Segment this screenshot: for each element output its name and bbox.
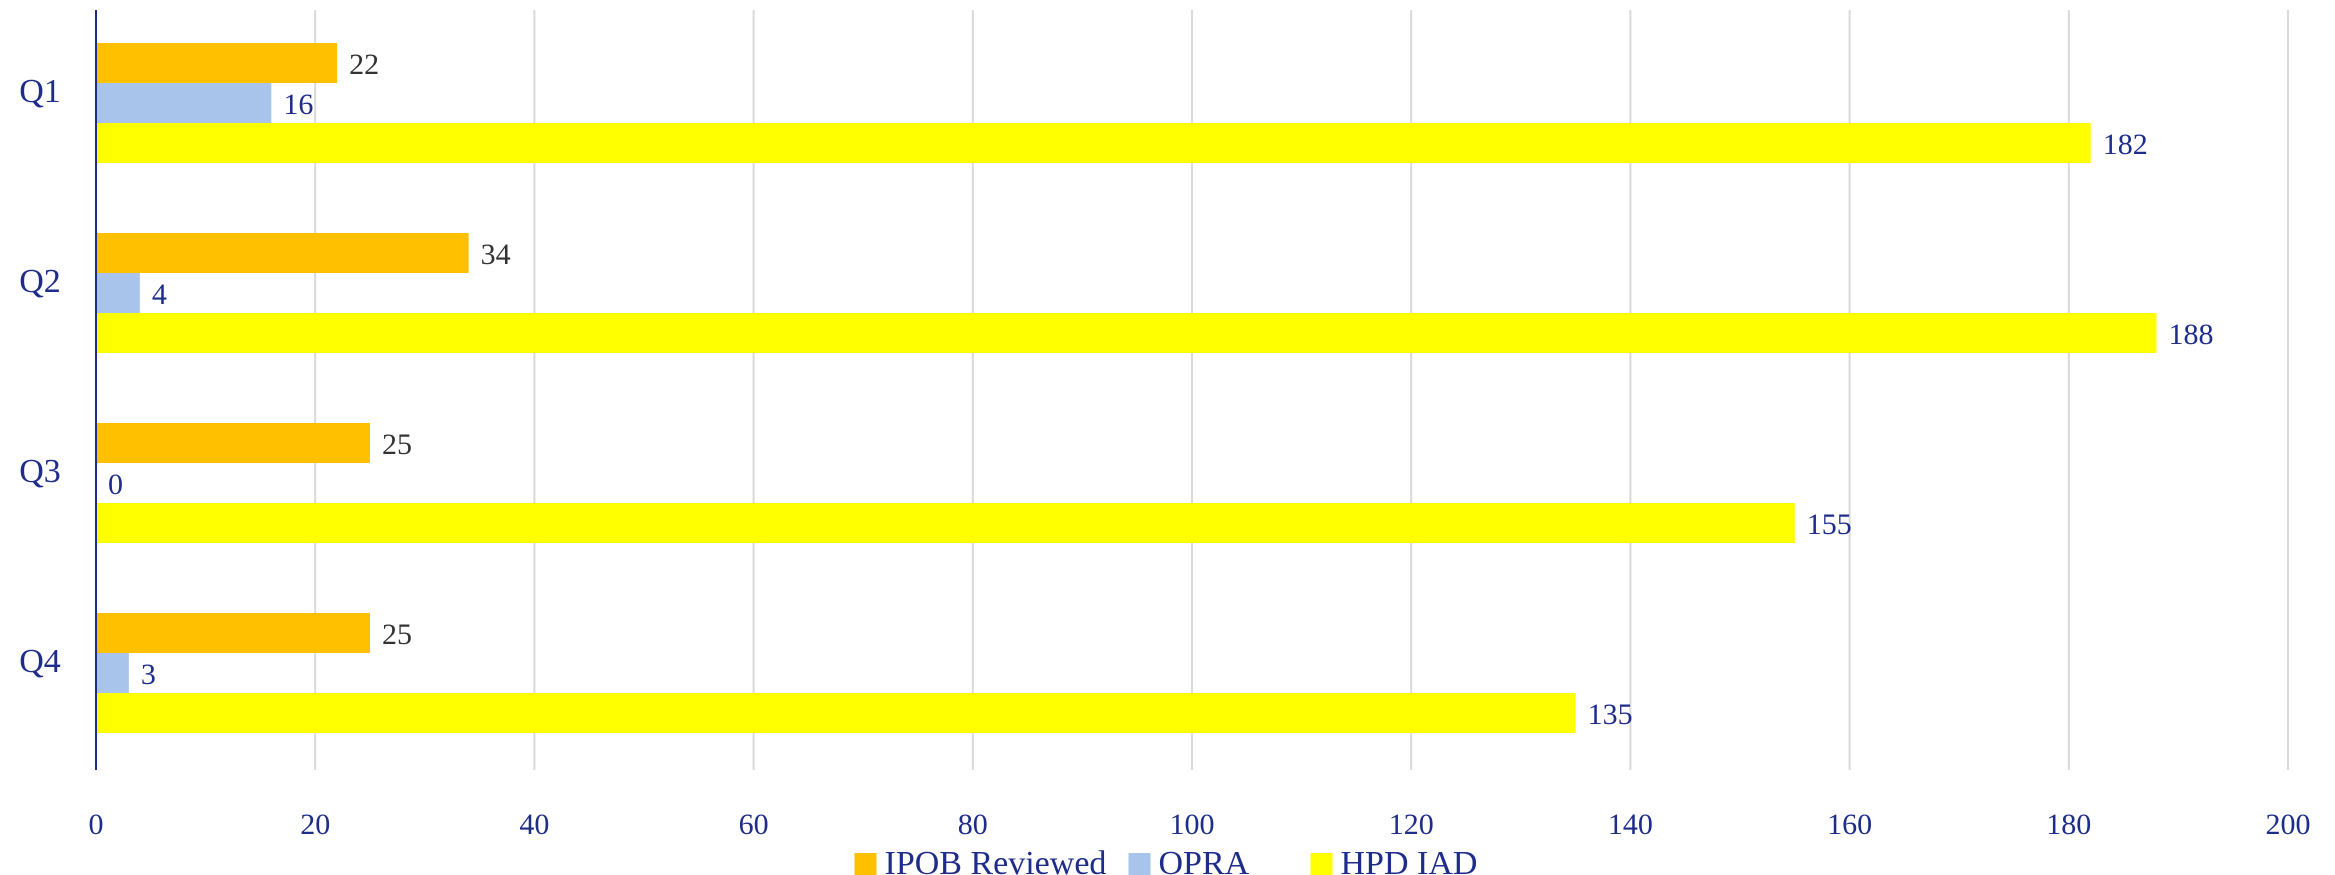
bars	[96, 43, 2157, 733]
x-tick-label: 160	[1827, 808, 1872, 841]
legend-label: IPOB Reviewed	[885, 845, 1107, 875]
legend-label: OPRA	[1159, 845, 1250, 875]
category-label: Q2	[19, 263, 61, 300]
x-tick-label: 120	[1389, 808, 1434, 841]
bar-opra-q4	[96, 653, 129, 693]
bar-hpd-iad-q3	[96, 503, 1795, 543]
bar-hpd-iad-q2	[96, 313, 2157, 353]
data-label: 135	[1588, 698, 1633, 731]
x-tick-label: 140	[1608, 808, 1653, 841]
bar-ipob-reviewed-q2	[96, 233, 469, 273]
bar-opra-q2	[96, 273, 140, 313]
x-tick-label: 0	[89, 808, 104, 841]
data-label: 155	[1807, 508, 1852, 541]
data-label: 188	[2168, 318, 2213, 351]
x-tick-label: 100	[1170, 808, 1215, 841]
category-labels: Q1 Q2 Q3 Q4	[19, 73, 61, 680]
x-tick-labels: 0 20 40 60 80 100 120 140 160 180 200	[89, 808, 2311, 841]
data-label: 25	[382, 428, 412, 461]
x-tick-label: 200	[2266, 808, 2311, 841]
bar-hpd-iad-q4	[96, 693, 1576, 733]
category-label: Q1	[19, 73, 61, 110]
data-label: 0	[108, 468, 123, 501]
x-tick-label: 20	[300, 808, 330, 841]
data-label: 22	[349, 48, 379, 81]
category-label: Q3	[19, 453, 61, 490]
legend-swatch	[1128, 853, 1151, 875]
data-label: 3	[141, 658, 156, 691]
data-label: 182	[2103, 128, 2148, 161]
x-tick-label: 60	[739, 808, 769, 841]
bar-ipob-reviewed-q4	[96, 613, 370, 653]
data-label: 34	[481, 238, 511, 271]
bar-ipob-reviewed-q1	[96, 43, 338, 83]
bar-opra-q1	[96, 83, 272, 123]
data-label: 4	[152, 278, 167, 311]
legend-swatch	[1310, 853, 1333, 875]
data-label: 25	[382, 618, 412, 651]
legend: IPOB Reviewed OPRA HPD IAD	[854, 845, 1478, 875]
data-labels: 22 16 182 34 4 188 25 0 155 25 3 135	[108, 48, 2213, 731]
bar-hpd-iad-q1	[96, 123, 2091, 163]
category-label: Q4	[19, 643, 61, 680]
x-tick-label: 180	[2046, 808, 2091, 841]
legend-label: HPD IAD	[1341, 845, 1478, 875]
x-tick-label: 40	[519, 808, 549, 841]
bar-ipob-reviewed-q3	[96, 423, 370, 463]
data-label: 16	[283, 88, 313, 121]
legend-swatch	[854, 853, 877, 875]
x-tick-label: 80	[958, 808, 988, 841]
